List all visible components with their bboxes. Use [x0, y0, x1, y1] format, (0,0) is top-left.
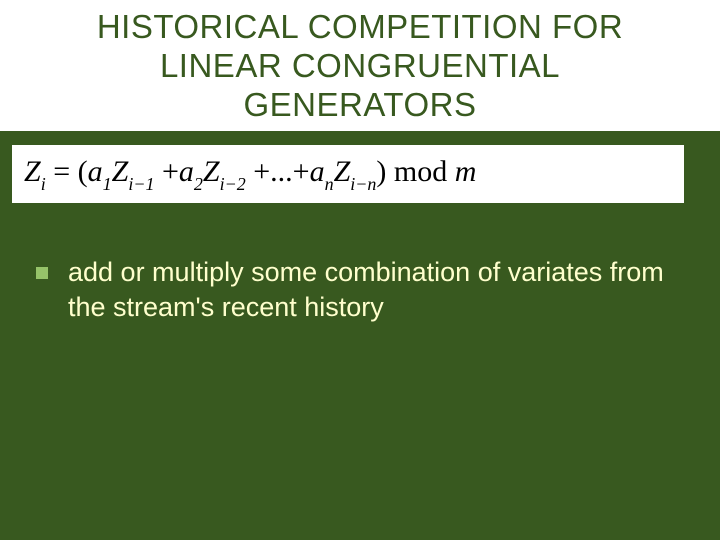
- bullet-text: add or multiply some combination of vari…: [68, 255, 690, 325]
- mod-var: m: [455, 155, 477, 188]
- term2-coef-sub: n: [325, 174, 334, 194]
- plus-ellipsis: +: [253, 155, 270, 188]
- slide: HISTORICAL COMPETITION FOR LINEAR CONGRU…: [0, 0, 720, 540]
- term0-coef-sub: 1: [103, 174, 112, 194]
- ellipsis: ...: [270, 155, 293, 188]
- term0-coef-var: a: [88, 155, 103, 188]
- slide-body: Zi = (a1Zi−1 +a2Zi−2 +...+anZi−n) mod m …: [0, 131, 720, 540]
- term0-z-sub: i−1: [128, 174, 154, 194]
- term2-z-sub: i−n: [350, 174, 376, 194]
- formula-box: Zi = (a1Zi−1 +a2Zi−2 +...+anZi−n) mod m: [12, 145, 684, 203]
- term1-z: Z: [203, 155, 220, 188]
- header-band: HISTORICAL COMPETITION FOR LINEAR CONGRU…: [0, 0, 720, 131]
- formula-lhs-sub: i: [41, 174, 46, 194]
- equals-sign: = (: [53, 155, 87, 188]
- formula: Zi = (a1Zi−1 +a2Zi−2 +...+anZi−n) mod m: [24, 155, 476, 193]
- bullet-marker: [36, 267, 48, 279]
- slide-title: HISTORICAL COMPETITION FOR LINEAR CONGRU…: [40, 8, 680, 125]
- bullet-row: add or multiply some combination of vari…: [36, 255, 690, 325]
- plus1: +: [162, 155, 179, 188]
- mod-word: mod: [394, 155, 447, 188]
- term1-coef-sub: 2: [194, 174, 203, 194]
- term1-coef-var: a: [179, 155, 194, 188]
- term2-coef-var: a: [310, 155, 325, 188]
- term0-z: Z: [112, 155, 129, 188]
- plus3: +: [293, 155, 310, 188]
- formula-lhs-var: Z: [24, 155, 41, 188]
- term1-z-sub: i−2: [220, 174, 246, 194]
- close-paren: ): [376, 155, 386, 188]
- term2-z: Z: [334, 155, 351, 188]
